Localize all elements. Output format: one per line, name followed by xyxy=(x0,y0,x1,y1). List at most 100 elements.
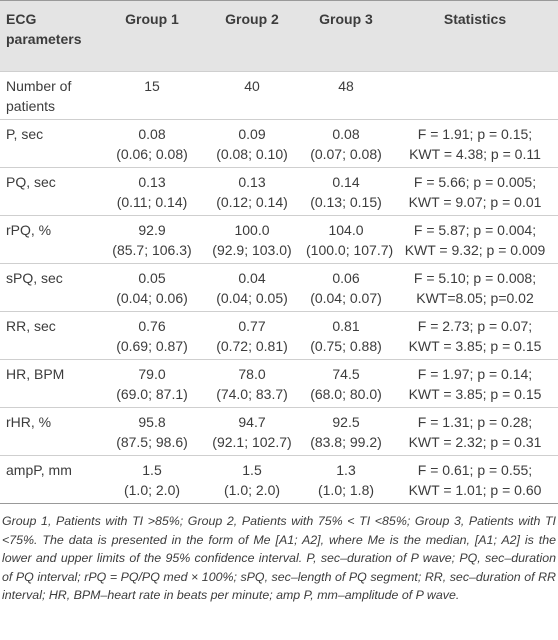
cell-line: 0.06 xyxy=(332,270,360,286)
group-cell: 92.5 (83.8; 99.2) xyxy=(300,407,392,456)
cell-line: 92.5 xyxy=(332,414,360,430)
cell-line: F = 1.91; p = 0.15; xyxy=(417,126,533,142)
cell-line: 0.77 xyxy=(238,318,266,334)
table-row: rHR, % 95.8 (87.5; 98.6) 94.7 (92.1; 102.7) 9… xyxy=(0,407,558,456)
cell-line: (85.7; 106.3) xyxy=(112,242,192,258)
cell-line: (0.04; 0.07) xyxy=(310,290,382,306)
cell-line: F = 1.97; p = 0.14; xyxy=(417,366,533,382)
parameter-cell: rPQ, % xyxy=(0,215,100,264)
group-cell: 0.76 (0.69; 0.87) xyxy=(100,311,204,360)
footnote: Group 1, Patients with TI >85%; Group 2,… xyxy=(2,514,556,602)
cell-line: (0.13; 0.15) xyxy=(310,194,382,210)
column-header: ECG parameters xyxy=(0,0,100,72)
parameter-cell: P, sec xyxy=(0,119,100,168)
cell-line: 0.13 xyxy=(138,174,166,190)
cell-line: (0.04; 0.06) xyxy=(116,290,188,306)
cell-line: (1.0; 2.0) xyxy=(123,482,181,498)
group-cell: 0.05 (0.04; 0.06) xyxy=(100,263,204,312)
cell-line: 104.0 xyxy=(328,222,364,238)
cell-line: 79.0 xyxy=(138,366,166,382)
column-header: Group 2 xyxy=(204,0,300,72)
statistics-cell: F = 1.97; p = 0.14; KWT = 3.85; p = 0.15 xyxy=(392,359,558,408)
cell-line: 0.14 xyxy=(332,174,360,190)
group-cell: 1.5 (1.0; 2.0) xyxy=(100,455,204,504)
parameter-cell: RR, sec xyxy=(0,311,100,360)
cell-line: KWT = 9.07; p = 0.01 xyxy=(408,194,542,210)
statistics-cell: F = 5.87; p = 0.004; KWT = 9.32; p = 0.00… xyxy=(392,215,558,264)
parameter-cell: HR, BPM xyxy=(0,359,100,408)
cell-line: 100.0 xyxy=(234,222,270,238)
cell-line: F = 5.10; p = 0.008; xyxy=(413,270,537,286)
cell-line: (92.1; 102.7) xyxy=(212,434,292,450)
cell-line: (0.11; 0.14) xyxy=(116,194,188,210)
statistics-cell xyxy=(392,71,558,120)
cell-line: 74.5 xyxy=(332,366,360,382)
group-cell: 1.3 (1.0; 1.8) xyxy=(300,455,392,504)
group-cell: 0.09 (0.08; 0.10) xyxy=(204,119,300,168)
group-cell: 0.04 (0.04; 0.05) xyxy=(204,263,300,312)
cell-line: (0.07; 0.08) xyxy=(310,146,382,162)
statistics-cell: F = 5.10; p = 0.008; KWT=8.05; p=0.02 xyxy=(392,263,558,312)
group-cell: 0.77 (0.72; 0.81) xyxy=(204,311,300,360)
cell-line: (100.0; 107.7) xyxy=(306,242,394,258)
cell-line: 0.05 xyxy=(138,270,166,286)
parameter-cell: rHR, % xyxy=(0,407,100,456)
group-cell: 79.0 (69.0; 87.1) xyxy=(100,359,204,408)
group-cell: 74.5 (68.0; 80.0) xyxy=(300,359,392,408)
cell-line: 0.09 xyxy=(238,126,266,142)
group-cell: 92.9 (85.7; 106.3) xyxy=(100,215,204,264)
table-row: RR, sec 0.76 (0.69; 0.87) 0.77 (0.72; 0.81) 0… xyxy=(0,311,558,360)
cell-line: (0.75; 0.88) xyxy=(310,338,382,354)
cell-line: 92.9 xyxy=(138,222,166,238)
group-cell: 48 xyxy=(300,71,392,120)
cell-line: KWT = 9.32; p = 0.009 xyxy=(404,242,546,258)
cell-line: (0.12; 0.14) xyxy=(216,194,288,210)
group-cell: 1.5 (1.0; 2.0) xyxy=(204,455,300,504)
cell-line: 1.5 xyxy=(242,462,262,478)
cell-line: (0.08; 0.10) xyxy=(216,146,288,162)
data-table: ECG parameters Group 1 Group 2 Group 3 Stati… xyxy=(0,0,558,504)
table-row: Number of patients 15 40 48 xyxy=(0,71,558,120)
cell-line: (83.8; 99.2) xyxy=(310,434,382,450)
cell-line: 78.0 xyxy=(238,366,266,382)
table-row: sPQ, sec 0.05 (0.04; 0.06) 0.04 (0.04; 0.05)… xyxy=(0,263,558,312)
cell-line: (0.06; 0.08) xyxy=(116,146,188,162)
cell-line: 0.08 xyxy=(138,126,166,142)
cell-line: 0.08 xyxy=(332,126,360,142)
cell-line: KWT = 2.32; p = 0.31 xyxy=(408,434,542,450)
group-cell: 94.7 (92.1; 102.7) xyxy=(204,407,300,456)
cell-line: F = 1.31; p = 0.28; xyxy=(417,414,533,430)
cell-line: (0.04; 0.05) xyxy=(216,290,288,306)
group-cell: 0.81 (0.75; 0.88) xyxy=(300,311,392,360)
cell-line: F = 0.61; p = 0.55; xyxy=(417,462,533,478)
header-row: ECG parameters Group 1 Group 2 Group 3 Stati… xyxy=(0,0,558,72)
parameter-cell: ampP, mm xyxy=(0,455,100,504)
column-header: Group 1 xyxy=(100,0,204,72)
statistics-cell: F = 5.66; p = 0.005; KWT = 9.07; p = 0.01 xyxy=(392,167,558,216)
parameter-cell: Number of patients xyxy=(0,71,100,120)
table-row: ampP, mm 1.5 (1.0; 2.0) 1.5 (1.0; 2.0) 1.3 (1.… xyxy=(0,455,558,504)
cell-line: (87.5; 98.6) xyxy=(116,434,188,450)
group-cell: 0.13 (0.11; 0.14) xyxy=(100,167,204,216)
group-cell: 0.14 (0.13; 0.15) xyxy=(300,167,392,216)
group-cell: 100.0 (92.9; 103.0) xyxy=(204,215,300,264)
table-body: Number of patients 15 40 48 P, sec 0.08 (0.06;… xyxy=(0,71,558,504)
cell-line: 0.81 xyxy=(332,318,360,334)
cell-line: 15 xyxy=(144,78,160,94)
table-row: HR, BPM 79.0 (69.0; 87.1) 78.0 (74.0; 83.7) 7… xyxy=(0,359,558,408)
cell-line: KWT = 3.85; p = 0.15 xyxy=(408,338,542,354)
cell-line: 0.13 xyxy=(238,174,266,190)
cell-line: F = 5.66; p = 0.005; xyxy=(413,174,537,190)
cell-line: 1.3 xyxy=(336,462,356,478)
cell-line: F = 5.87; p = 0.004; xyxy=(413,222,537,238)
cell-line: 40 xyxy=(244,78,260,94)
group-cell: 78.0 (74.0; 83.7) xyxy=(204,359,300,408)
column-header: Group 3 xyxy=(300,0,392,72)
cell-line: KWT = 4.38; p = 0.11 xyxy=(409,146,541,162)
group-cell: 0.13 (0.12; 0.14) xyxy=(204,167,300,216)
table-row: rPQ, % 92.9 (85.7; 106.3) 100.0 (92.9; 103.0… xyxy=(0,215,558,264)
group-cell: 0.08 (0.06; 0.08) xyxy=(100,119,204,168)
group-cell: 0.06 (0.04; 0.07) xyxy=(300,263,392,312)
cell-line: (0.69; 0.87) xyxy=(116,338,188,354)
group-cell: 95.8 (87.5; 98.6) xyxy=(100,407,204,456)
